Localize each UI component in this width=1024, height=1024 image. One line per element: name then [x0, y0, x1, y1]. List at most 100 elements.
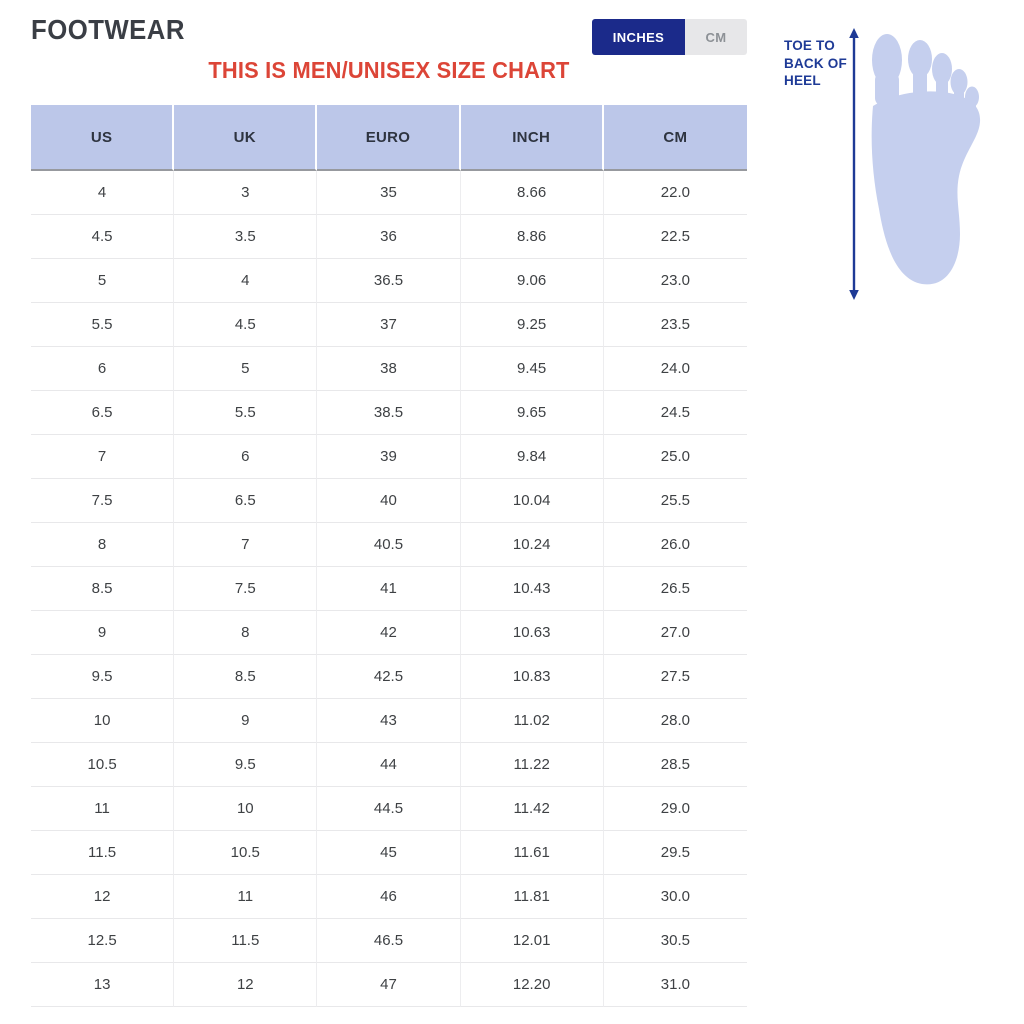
- size-cell-cm: 25.0: [603, 435, 747, 479]
- size-cell-inch: 10.63: [460, 611, 604, 655]
- size-cell-euro: 36.5: [317, 259, 461, 303]
- size-cell-cm: 24.0: [603, 347, 747, 391]
- size-cell-inch: 9.45: [460, 347, 604, 391]
- size-cell-inch: 11.81: [460, 875, 604, 919]
- size-table-row: 12 11 46 11.81 30.0: [31, 875, 747, 919]
- size-table-row: 4 3 35 8.66 22.0: [31, 171, 747, 215]
- size-cell-cm: 27.5: [603, 655, 747, 699]
- size-table-row: 7 6 39 9.84 25.0: [31, 435, 747, 479]
- size-cell-us: 4: [31, 171, 175, 215]
- size-table-row: 5 4 36.5 9.06 23.0: [31, 259, 747, 303]
- size-cell-inch: 10.24: [460, 523, 604, 567]
- size-table-row: 12.5 11.5 46.5 12.01 30.5: [31, 919, 747, 963]
- size-cell-inch: 11.61: [460, 831, 604, 875]
- foot-illustration: [871, 34, 981, 285]
- size-table-row: 9 8 42 10.63 27.0: [31, 611, 747, 655]
- size-table-row: 8 7 40.5 10.24 26.0: [31, 523, 747, 567]
- size-cell-euro: 46: [317, 875, 461, 919]
- size-cell-uk: 12: [174, 963, 318, 1007]
- measurement-label: TOE TO BACK OF HEEL: [784, 37, 854, 90]
- size-cell-inch: 10.43: [460, 567, 604, 611]
- column-header-cm: CM: [603, 105, 747, 171]
- size-table-row: 6 5 38 9.45 24.0: [31, 347, 747, 391]
- size-cell-euro: 40: [317, 479, 461, 523]
- size-cell-euro: 44: [317, 743, 461, 787]
- size-cell-cm: 22.0: [603, 171, 747, 215]
- size-cell-euro: 47: [317, 963, 461, 1007]
- size-cell-cm: 31.0: [603, 963, 747, 1007]
- size-cell-euro: 42.5: [317, 655, 461, 699]
- measurement-label-line: BACK OF: [784, 55, 847, 71]
- size-cell-uk: 10.5: [174, 831, 318, 875]
- size-cell-euro: 38.5: [317, 391, 461, 435]
- size-cell-us: 11: [31, 787, 175, 831]
- size-cell-inch: 9.84: [460, 435, 604, 479]
- size-cell-uk: 7: [174, 523, 318, 567]
- size-cell-cm: 28.5: [603, 743, 747, 787]
- size-cell-euro: 43: [317, 699, 461, 743]
- column-header-uk: UK: [174, 105, 318, 171]
- size-cell-cm: 27.0: [603, 611, 747, 655]
- size-cell-uk: 8: [174, 611, 318, 655]
- size-table-row: 13 12 47 12.20 31.0: [31, 963, 747, 1007]
- size-cell-euro: 36: [317, 215, 461, 259]
- size-table-row: 8.5 7.5 41 10.43 26.5: [31, 567, 747, 611]
- size-cell-inch: 10.83: [460, 655, 604, 699]
- size-cell-cm: 22.5: [603, 215, 747, 259]
- measurement-label-line: HEEL: [784, 73, 821, 88]
- column-header-inch: INCH: [460, 105, 604, 171]
- size-cell-us: 5: [31, 259, 175, 303]
- size-cell-inch: 11.02: [460, 699, 604, 743]
- size-cell-euro: 42: [317, 611, 461, 655]
- size-cell-cm: 23.5: [603, 303, 747, 347]
- size-cell-cm: 24.5: [603, 391, 747, 435]
- size-cell-cm: 30.0: [603, 875, 747, 919]
- measurement-arrow-icon: [849, 28, 859, 300]
- size-table-row: 10.5 9.5 44 11.22 28.5: [31, 743, 747, 787]
- size-cell-us: 8.5: [31, 567, 175, 611]
- cm-toggle-button[interactable]: CM: [685, 19, 747, 55]
- size-cell-inch: 11.22: [460, 743, 604, 787]
- size-cell-uk: 10: [174, 787, 318, 831]
- column-header-euro: EURO: [317, 105, 461, 171]
- size-cell-inch: 12.01: [460, 919, 604, 963]
- size-cell-euro: 38: [317, 347, 461, 391]
- size-cell-cm: 25.5: [603, 479, 747, 523]
- size-cell-uk: 7.5: [174, 567, 318, 611]
- unit-toggle: INCHES CM: [592, 19, 747, 55]
- size-cell-uk: 8.5: [174, 655, 318, 699]
- size-cell-cm: 23.0: [603, 259, 747, 303]
- size-cell-uk: 9.5: [174, 743, 318, 787]
- size-cell-us: 10: [31, 699, 175, 743]
- size-cell-euro: 39: [317, 435, 461, 479]
- size-cell-us: 9: [31, 611, 175, 655]
- size-cell-euro: 41: [317, 567, 461, 611]
- inches-toggle-button[interactable]: INCHES: [592, 19, 685, 55]
- size-table: US UK EURO INCH CM 4 3 35 8.66 22.0 4.5 3.5 36 8.86 2…: [31, 105, 747, 1007]
- column-header-us: US: [31, 105, 175, 171]
- size-cell-uk: 3.5: [174, 215, 318, 259]
- size-table-row: 4.5 3.5 36 8.86 22.5: [31, 215, 747, 259]
- size-cell-uk: 4: [174, 259, 318, 303]
- size-cell-us: 5.5: [31, 303, 175, 347]
- size-cell-us: 13: [31, 963, 175, 1007]
- size-cell-uk: 4.5: [174, 303, 318, 347]
- size-table-row: 6.5 5.5 38.5 9.65 24.5: [31, 391, 747, 435]
- size-cell-us: 11.5: [31, 831, 175, 875]
- size-cell-uk: 6.5: [174, 479, 318, 523]
- size-cell-cm: 26.5: [603, 567, 747, 611]
- size-table-row: 11 10 44.5 11.42 29.0: [31, 787, 747, 831]
- size-cell-us: 12.5: [31, 919, 175, 963]
- size-cell-us: 7.5: [31, 479, 175, 523]
- size-cell-euro: 35: [317, 171, 461, 215]
- size-table-row: 5.5 4.5 37 9.25 23.5: [31, 303, 747, 347]
- size-cell-inch: 9.06: [460, 259, 604, 303]
- size-cell-euro: 44.5: [317, 787, 461, 831]
- size-cell-cm: 29.0: [603, 787, 747, 831]
- size-cell-euro: 37: [317, 303, 461, 347]
- size-cell-inch: 12.20: [460, 963, 604, 1007]
- size-cell-inch: 11.42: [460, 787, 604, 831]
- size-table-header: US UK EURO INCH CM: [31, 105, 747, 171]
- size-chart-heading: THIS IS MEN/UNISEX SIZE CHART: [208, 57, 570, 83]
- size-cell-us: 12: [31, 875, 175, 919]
